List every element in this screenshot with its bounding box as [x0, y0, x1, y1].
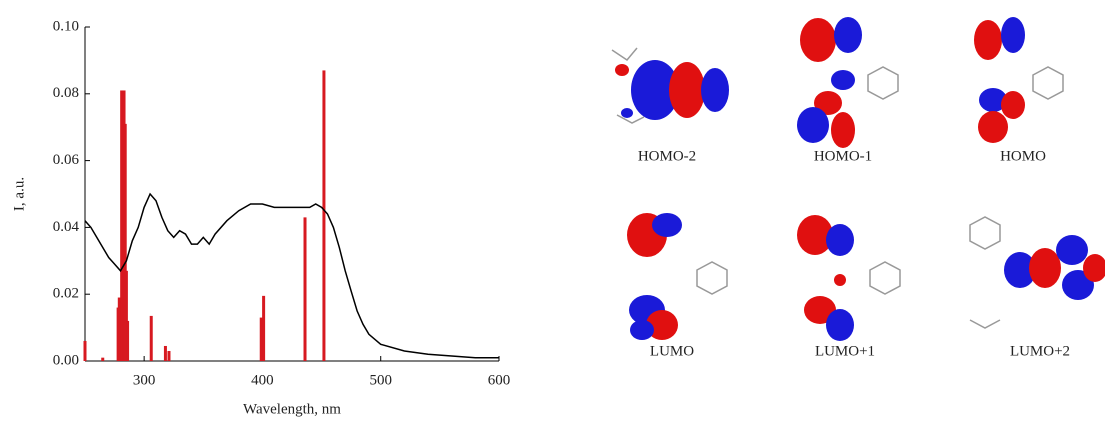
spectrum-line: [85, 194, 499, 358]
bar: [322, 70, 325, 361]
bar: [101, 358, 104, 361]
y-tick-label: 0.06: [53, 152, 80, 168]
bar: [304, 217, 307, 361]
bar: [262, 296, 265, 361]
orbital-images: [612, 17, 1105, 341]
orbital-label: HOMO-1: [814, 148, 872, 164]
orbital-label: LUMO+1: [815, 343, 875, 359]
x-tick-label: 400: [251, 372, 274, 388]
orbital-label: LUMO: [650, 343, 694, 359]
y-tick-label: 0.04: [53, 219, 80, 235]
y-tick-label: 0.10: [53, 18, 79, 34]
x-tick-label: 300: [133, 372, 156, 388]
y-axis-label: I, a.u.: [11, 177, 27, 211]
figure: Wavelength, nm I, a.u. 0.00 0.02 0.04 0.06 0…: [0, 0, 1105, 421]
bar: [164, 346, 167, 361]
bar: [150, 316, 153, 361]
x-tick-label: 600: [488, 372, 511, 388]
orbital-label: LUMO+2: [1010, 343, 1070, 359]
bar: [126, 321, 129, 361]
x-axis-label: Wavelength, nm: [243, 401, 341, 417]
orbital-label: HOMO: [1000, 148, 1046, 164]
y-tick-label: 0.00: [53, 352, 79, 368]
y-tick-label: 0.08: [53, 85, 79, 101]
bar: [84, 341, 87, 361]
y-tick-label: 0.02: [53, 286, 79, 302]
x-tick-label: 500: [369, 372, 392, 388]
bar: [167, 351, 170, 361]
orbital-label: HOMO-2: [638, 148, 696, 164]
